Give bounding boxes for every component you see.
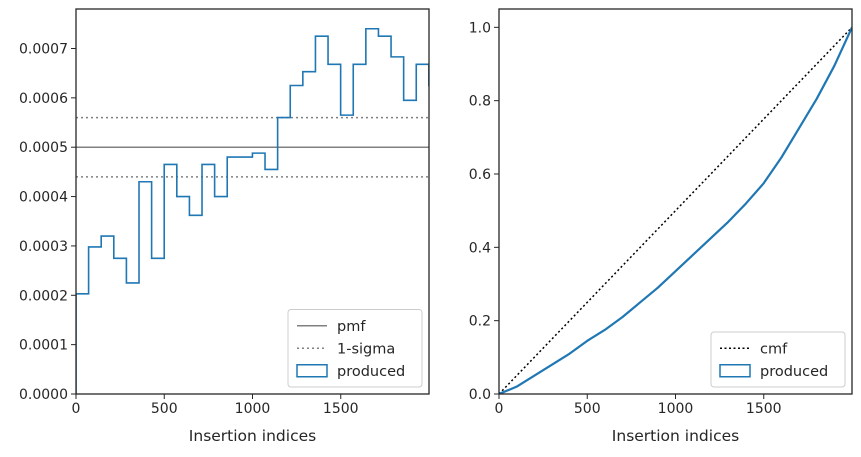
histogram-bin <box>215 197 228 394</box>
histogram-bin <box>265 169 278 394</box>
histogram-bin <box>139 182 152 394</box>
histogram-bin <box>152 258 165 394</box>
right-xtick-label: 500 <box>574 401 601 417</box>
histogram-bin <box>252 153 265 394</box>
right-ytick-label: 1.0 <box>469 20 491 36</box>
left-xtick-label: 1000 <box>235 401 271 417</box>
histogram-bin <box>227 157 240 394</box>
histogram-bin <box>76 294 89 394</box>
histogram-bin <box>202 164 215 394</box>
left-xtick-label: 0 <box>72 401 81 417</box>
left-ytick-label: 0.0002 <box>19 288 68 304</box>
left-ytick-label: 0.0004 <box>19 190 68 206</box>
histogram-bin <box>89 247 102 394</box>
right-xlabel: Insertion indices <box>612 427 739 445</box>
left-legend-label: produced <box>337 364 405 380</box>
right-legend: cmf produced <box>711 332 845 387</box>
left-ytick-label: 0.0007 <box>19 41 68 57</box>
left-ytick-label: 0.0005 <box>19 140 68 156</box>
left-ytick-label: 0.0006 <box>19 91 68 107</box>
right-xtick-label: 0 <box>495 401 504 417</box>
left-axes-histogram: 0 500 1000 1500 0.0000 0.0001 0.0002 0.0003 0.00… <box>19 9 441 445</box>
right-xtick-label: 1000 <box>658 401 694 417</box>
right-ytick-label: 0.8 <box>469 94 491 110</box>
histogram-bin <box>126 283 139 394</box>
left-ytick-label: 0.0001 <box>19 338 68 354</box>
right-legend-label: cmf <box>760 341 788 357</box>
left-legend-label: 1-sigma <box>337 341 395 357</box>
right-ytick-label: 0.0 <box>469 387 491 403</box>
histogram-bin <box>189 215 202 394</box>
histogram-bin <box>177 197 190 394</box>
right-legend-label: produced <box>760 364 828 380</box>
histogram-bin <box>240 157 253 394</box>
left-xtick-label: 1500 <box>323 401 359 417</box>
left-ytick-label: 0.0003 <box>19 239 68 255</box>
left-ytick-label: 0.0000 <box>19 387 68 403</box>
right-xtick-label: 1500 <box>746 401 782 417</box>
left-xtick-label: 500 <box>151 401 178 417</box>
left-xlabel: Insertion indices <box>189 427 316 445</box>
histogram-bin <box>114 258 127 394</box>
right-ytick-label: 0.6 <box>469 167 491 183</box>
left-legend: pmf 1-sigma produced <box>288 310 422 388</box>
right-ytick-label: 0.4 <box>469 240 491 256</box>
right-axes-cumulative: 0 500 1000 1500 0.0 0.2 0.4 0.6 0.8 1.0 Insertion … <box>469 9 852 445</box>
histogram-bin <box>101 236 114 394</box>
histogram-bin <box>164 164 177 394</box>
histogram-bin <box>429 86 442 394</box>
right-ytick-label: 0.2 <box>469 314 491 330</box>
left-legend-label: pmf <box>337 319 366 335</box>
